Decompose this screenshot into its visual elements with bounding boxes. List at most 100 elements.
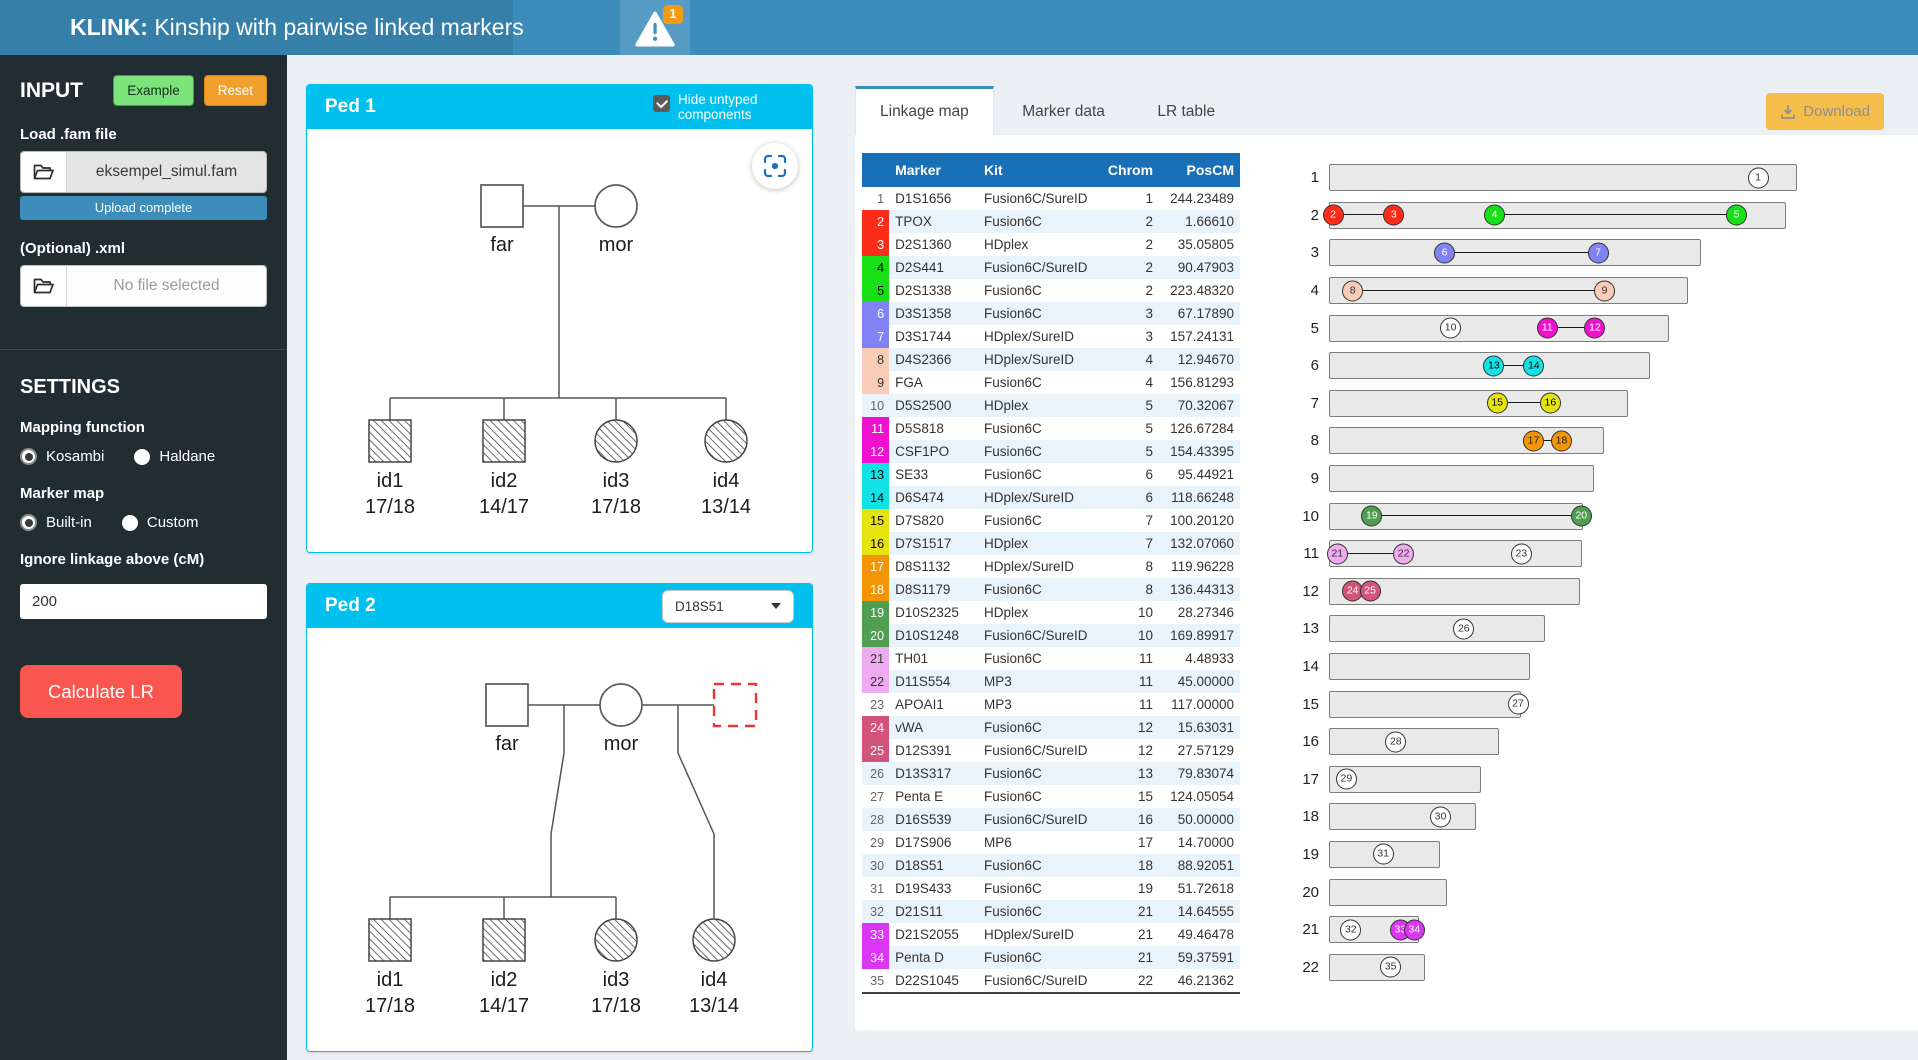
- notifications-button[interactable]: 1: [620, 0, 690, 55]
- table-row[interactable]: 2TPOXFusion6C21.66610: [862, 210, 1240, 233]
- table-row[interactable]: 7D3S1744HDplex/SureID3157.24131: [862, 325, 1240, 348]
- row-index-cell: 10: [862, 394, 889, 417]
- person-id2: [483, 919, 525, 961]
- marker-circle: 32: [1340, 919, 1361, 940]
- hide-untyped-checkbox[interactable]: Hide untyped components: [653, 92, 794, 123]
- label-far: far: [490, 234, 514, 256]
- radio-built-in[interactable]: Built-in: [20, 514, 92, 531]
- fam-file-input[interactable]: eksempel_simul.fam: [20, 151, 267, 193]
- table-row[interactable]: 18D8S1179Fusion6C8136.44313: [862, 578, 1240, 601]
- table-row[interactable]: 1D1S1656Fusion6C/SureID1244.23489: [862, 187, 1240, 210]
- chrom-cell: 5: [1102, 417, 1159, 440]
- row-index-cell: 3: [862, 233, 889, 256]
- kit-cell: HDplex: [978, 601, 1102, 624]
- table-row[interactable]: 35D22S1045Fusion6C/SureID2246.21362: [862, 969, 1240, 993]
- chrom-cell: 2: [1102, 233, 1159, 256]
- table-row[interactable]: 3D2S1360HDplex235.05805: [862, 233, 1240, 256]
- chrom-cell: 17: [1102, 831, 1159, 854]
- tab-linkage-map[interactable]: Linkage map: [855, 86, 994, 135]
- table-row[interactable]: 24vWAFusion6C1215.63031: [862, 716, 1240, 739]
- table-row[interactable]: 33D21S2055HDplex/SureID2149.46478: [862, 923, 1240, 946]
- table-row[interactable]: 9FGAFusion6C4156.81293: [862, 371, 1240, 394]
- chromosome-label: 20: [1291, 884, 1319, 901]
- tab-marker-data[interactable]: Marker data: [998, 89, 1129, 138]
- ped2-pedigree-svg: far mor id1 17/18 id2 14/17 id3 17/18 id…: [307, 628, 813, 1052]
- table-row[interactable]: 13SE33Fusion6C695.44921: [862, 463, 1240, 486]
- pedigree-column: Ped 1 Hide untyped components: [306, 84, 813, 1060]
- marker-select[interactable]: D18S51: [662, 590, 794, 623]
- table-row[interactable]: 25D12S391Fusion6C/SureID1227.57129: [862, 739, 1240, 762]
- column-header-poscm[interactable]: PosCM: [1159, 153, 1240, 187]
- tab-bar: Linkage map Marker data LR table Downloa…: [855, 86, 1918, 135]
- kit-cell: HDplex: [978, 532, 1102, 555]
- table-row[interactable]: 22D11S554MP31145.00000: [862, 670, 1240, 693]
- table-row[interactable]: 20D10S1248Fusion6C/SureID10169.89917: [862, 624, 1240, 647]
- table-row[interactable]: 16D7S1517HDplex7132.07060: [862, 532, 1240, 555]
- marker-cell: D8S1179: [889, 578, 978, 601]
- row-index-cell: 18: [862, 578, 889, 601]
- radio-icon: [122, 515, 138, 531]
- chrom-cell: 11: [1102, 693, 1159, 716]
- table-row[interactable]: 6D3S1358Fusion6C367.17890: [862, 302, 1240, 325]
- table-row[interactable]: 8D4S2366HDplex/SureID412.94670: [862, 348, 1240, 371]
- row-index-cell: 11: [862, 417, 889, 440]
- column-header-marker[interactable]: Marker: [889, 153, 978, 187]
- column-header-chrom[interactable]: Chrom: [1102, 153, 1159, 187]
- hide-untyped-label: Hide untyped components: [678, 92, 794, 123]
- reset-button[interactable]: Reset: [204, 75, 267, 106]
- chromosome-bar: 31: [1329, 841, 1440, 868]
- kit-cell: Fusion6C: [978, 279, 1102, 302]
- chromosome-row: 1628: [1291, 723, 1797, 761]
- marker-cell: D5S2500: [889, 394, 978, 417]
- table-row[interactable]: 17D8S1132HDplex/SureID8119.96228: [862, 555, 1240, 578]
- marker-circle: 34: [1404, 919, 1425, 940]
- poscm-cell: 35.05805: [1159, 233, 1240, 256]
- marker-cell: D10S1248: [889, 624, 978, 647]
- tab-lr-table[interactable]: LR table: [1133, 89, 1239, 138]
- table-row[interactable]: 34Penta DFusion6C2159.37591: [862, 946, 1240, 969]
- table-row[interactable]: 4D2S441Fusion6C/SureID290.47903: [862, 256, 1240, 279]
- table-row[interactable]: 28D16S539Fusion6C/SureID1650.00000: [862, 808, 1240, 831]
- chromosome-bar: 67: [1329, 239, 1701, 266]
- table-row[interactable]: 12CSF1POFusion6C5154.43395: [862, 440, 1240, 463]
- table-row[interactable]: 23APOAI1MP311117.00000: [862, 693, 1240, 716]
- poscm-cell: 70.32067: [1159, 394, 1240, 417]
- example-button[interactable]: Example: [113, 75, 194, 106]
- chromosome-row: 1931: [1291, 836, 1797, 874]
- snapshot-button[interactable]: [752, 143, 798, 189]
- chrom-cell: 1: [1102, 187, 1159, 210]
- chromosome-label: 18: [1291, 808, 1319, 825]
- row-index-cell: 24: [862, 716, 889, 739]
- table-row[interactable]: 5D2S1338Fusion6C2223.48320: [862, 279, 1240, 302]
- table-row[interactable]: 21TH01Fusion6C114.48933: [862, 647, 1240, 670]
- table-row[interactable]: 15D7S820Fusion6C7100.20120: [862, 509, 1240, 532]
- poscm-cell: 28.27346: [1159, 601, 1240, 624]
- radio-haldane[interactable]: Haldane: [134, 448, 215, 465]
- radio-kosambi[interactable]: Kosambi: [20, 448, 104, 465]
- table-row[interactable]: 27Penta EFusion6C15124.05054: [862, 785, 1240, 808]
- xml-file-input[interactable]: No file selected: [20, 265, 267, 307]
- linkage-threshold-input[interactable]: [20, 584, 267, 619]
- table-row[interactable]: 11D5S818Fusion6C5126.67284: [862, 417, 1240, 440]
- marker-circle: 13: [1483, 355, 1504, 376]
- row-index-cell: 9: [862, 371, 889, 394]
- chromosome-label: 15: [1291, 696, 1319, 713]
- radio-custom[interactable]: Custom: [122, 514, 199, 531]
- marker-circle: 17: [1523, 430, 1544, 451]
- download-button[interactable]: Download: [1766, 93, 1884, 130]
- marker-cell: APOAI1: [889, 693, 978, 716]
- column-header-kit[interactable]: Kit: [978, 153, 1102, 187]
- table-row[interactable]: 19D10S2325HDplex1028.27346: [862, 601, 1240, 624]
- table-row[interactable]: 32D21S11Fusion6C2114.64555: [862, 900, 1240, 923]
- table-row[interactable]: 14D6S474HDplex/SureID6118.66248: [862, 486, 1240, 509]
- table-row[interactable]: 10D5S2500HDplex570.32067: [862, 394, 1240, 417]
- calculate-lr-button[interactable]: Calculate LR: [20, 665, 182, 718]
- folder-icon: [21, 266, 67, 306]
- table-row[interactable]: 26D13S317Fusion6C1379.83074: [862, 762, 1240, 785]
- table-row[interactable]: 29D17S906MP61714.70000: [862, 831, 1240, 854]
- marker-cell: D7S820: [889, 509, 978, 532]
- row-index-cell: 31: [862, 877, 889, 900]
- row-index-cell: 6: [862, 302, 889, 325]
- table-row[interactable]: 31D19S433Fusion6C1951.72618: [862, 877, 1240, 900]
- table-row[interactable]: 30D18S51Fusion6C1888.92051: [862, 854, 1240, 877]
